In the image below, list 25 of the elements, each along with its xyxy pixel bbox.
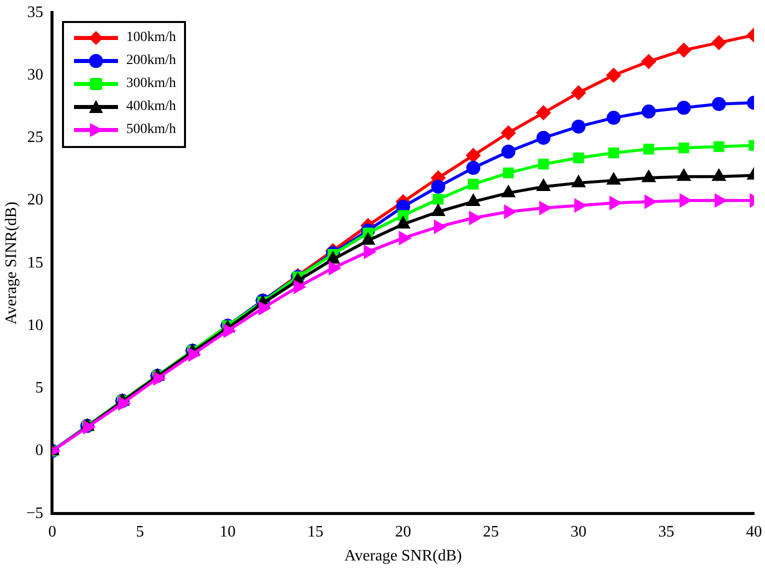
legend-label: 200km/h: [126, 53, 176, 70]
y-tick-label: 25: [27, 129, 44, 146]
y-tick-label: 15: [27, 254, 44, 272]
x-tick-label: 40: [746, 523, 762, 540]
y-tick-label: 20: [27, 192, 44, 209]
legend-label: 400km/h: [126, 99, 176, 116]
y-tick-label: 30: [27, 66, 44, 84]
x-tick-label: 15: [307, 523, 324, 540]
y-tick-label: 35: [27, 4, 44, 21]
legend-label: 500km/h: [126, 122, 176, 138]
x-tick-label: 5: [136, 523, 144, 540]
y-tick-label: 0: [35, 442, 44, 460]
y-tick-label: 10: [27, 316, 44, 334]
x-tick-label: 35: [658, 523, 674, 540]
x-tick-label: 20: [395, 523, 412, 540]
y-tick-label: −5: [26, 504, 44, 522]
x-tick-label: 25: [482, 523, 499, 540]
x-axis-title: Average SNR(dB): [344, 548, 462, 565]
x-tick-label: 30: [570, 523, 587, 540]
x-tick-label: 10: [220, 523, 236, 540]
x-tick-label: 0: [48, 523, 56, 540]
legend-label: 300km/h: [126, 76, 176, 92]
y-tick-label: 5: [35, 380, 44, 397]
y-axis-title: Average SINR(dB): [2, 202, 20, 324]
legend-label: 100km/h: [126, 30, 176, 46]
